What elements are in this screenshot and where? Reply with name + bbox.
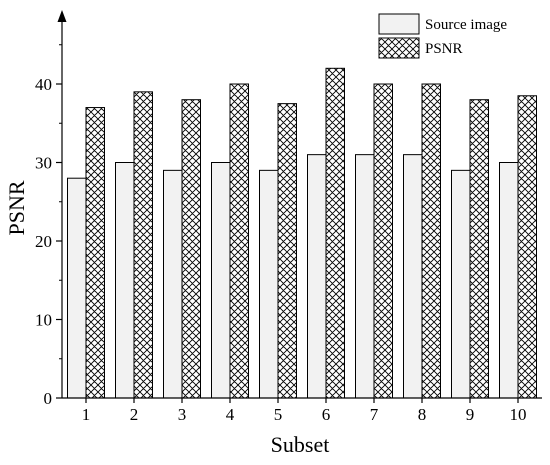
bar-psnr [229,83,249,399]
y-tick-label: 40 [35,75,52,94]
bar-psnr [325,67,345,399]
legend-label-source-image: Source image [425,17,507,33]
bar-psnr [517,95,537,399]
bar-psnr [85,107,105,399]
bar-source-image [115,162,135,399]
x-tick-label: 5 [274,405,283,424]
x-tick-label: 10 [510,405,527,424]
bar-psnr [469,99,489,399]
bars-layer [67,67,537,399]
bar-source-image [403,154,423,399]
bar-psnr [421,83,441,399]
y-tick-label: 10 [35,311,52,330]
x-tick-label: 8 [418,405,427,424]
legend-label-psnr: PSNR [425,41,463,57]
x-tick-label: 1 [82,405,91,424]
legend-swatch-psnr [378,37,420,59]
bar-source-image [499,162,519,399]
bar-source-image [451,169,471,399]
axes [57,10,542,399]
x-ticks: 1 2 3 4 5 6 7 8 9 10 [82,398,527,424]
bar-source-image [307,154,327,399]
x-tick-label: 6 [322,405,331,424]
bar-source-image [211,162,231,399]
x-tick-label: 9 [466,405,475,424]
x-tick-label: 3 [178,405,187,424]
bar-psnr [373,83,393,399]
bar-source-image [163,169,183,399]
bar-psnr [277,103,297,399]
x-tick-label: 4 [226,405,235,424]
y-ticks: 0 10 20 30 40 [35,44,62,408]
y-axis-label: PSNR [4,180,29,235]
y-tick-label: 20 [35,232,52,251]
x-tick-label: 2 [130,405,139,424]
bar-source-image [259,169,279,399]
y-tick-label: 0 [44,389,53,408]
legend-swatch-source-image [378,13,420,35]
x-tick-label: 7 [370,405,379,424]
bar-psnr [181,99,201,399]
bar-psnr [133,91,153,399]
y-axis-arrow-icon [57,10,67,22]
bar-source-image [67,177,87,399]
y-tick-label: 30 [35,154,52,173]
bar-source-image [355,154,375,399]
x-axis-label: Subset [271,432,330,457]
legend: Source image PSNR [378,13,507,59]
